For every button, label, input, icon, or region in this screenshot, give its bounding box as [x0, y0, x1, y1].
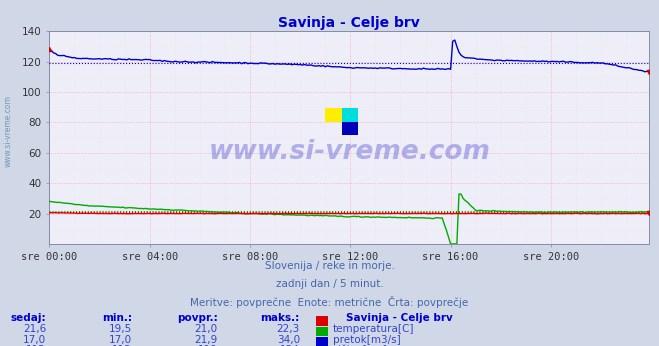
- Text: 112: 112: [112, 345, 132, 346]
- Text: www.si-vreme.com: www.si-vreme.com: [208, 139, 490, 165]
- Text: Meritve: povprečne  Enote: metrične  Črta: povprečje: Meritve: povprečne Enote: metrične Črta:…: [190, 296, 469, 308]
- Text: 134: 134: [280, 345, 300, 346]
- Text: 21,6: 21,6: [23, 324, 46, 334]
- Text: Savinja - Celje brv: Savinja - Celje brv: [346, 313, 453, 323]
- Text: 17,0: 17,0: [109, 335, 132, 345]
- Text: Slovenija / reke in morje.: Slovenija / reke in morje.: [264, 261, 395, 271]
- Text: 119: 119: [198, 345, 217, 346]
- Text: 21,0: 21,0: [194, 324, 217, 334]
- Text: višina[cm]: višina[cm]: [333, 345, 387, 346]
- Text: 22,3: 22,3: [277, 324, 300, 334]
- Text: 112: 112: [26, 345, 46, 346]
- Text: temperatura[C]: temperatura[C]: [333, 324, 415, 334]
- Text: 17,0: 17,0: [23, 335, 46, 345]
- Title: Savinja - Celje brv: Savinja - Celje brv: [278, 16, 420, 30]
- Text: sedaj:: sedaj:: [11, 313, 46, 323]
- Text: min.:: min.:: [101, 313, 132, 323]
- Text: povpr.:: povpr.:: [177, 313, 217, 323]
- Text: 19,5: 19,5: [109, 324, 132, 334]
- FancyBboxPatch shape: [326, 108, 342, 121]
- Text: 34,0: 34,0: [277, 335, 300, 345]
- Text: zadnji dan / 5 minut.: zadnji dan / 5 minut.: [275, 279, 384, 289]
- Text: maks.:: maks.:: [260, 313, 300, 323]
- FancyBboxPatch shape: [342, 108, 358, 121]
- Text: 21,9: 21,9: [194, 335, 217, 345]
- Text: pretok[m3/s]: pretok[m3/s]: [333, 335, 401, 345]
- Text: www.si-vreme.com: www.si-vreme.com: [3, 95, 13, 167]
- FancyBboxPatch shape: [342, 121, 358, 135]
